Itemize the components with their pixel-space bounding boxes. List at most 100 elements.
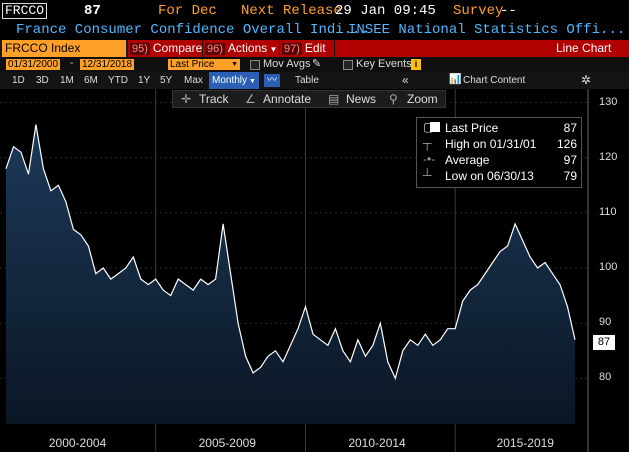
ticker-short[interactable]: FRCCO [2,3,48,19]
data-point [72,228,75,231]
data-point [566,305,569,308]
x-group-label: 2000-2004 [48,436,107,450]
pencil-icon[interactable]: ✎ [312,58,322,70]
field-select[interactable]: Last Price ▼ [168,59,240,70]
data-point [319,338,322,341]
high-marker-icon: ┬ [423,136,432,150]
data-point [574,338,577,341]
data-point [42,167,45,170]
start-date-input[interactable]: 01/31/2000 [6,59,61,70]
data-point [199,278,202,281]
news-icon[interactable]: ▤ [328,92,340,106]
period-button-6m[interactable]: 6M [84,75,98,86]
data-point [27,173,30,176]
data-point [536,267,539,270]
data-point [132,256,135,259]
info-icon[interactable]: i [411,59,421,70]
actions-button[interactable]: 96) Actions ▼ [203,40,279,57]
settings-icon[interactable]: ✲ [581,73,592,87]
last-value-tag: 87 [593,335,615,350]
compare-button[interactable]: 95) Compare [128,40,202,57]
track-button[interactable]: Track [199,92,229,106]
period-button-1d[interactable]: 1D [12,75,25,86]
period-button-ytd[interactable]: YTD [108,75,128,86]
collapse-icon[interactable]: « [402,73,409,87]
data-point [416,344,419,347]
legend-last-label: Last Price [445,121,499,135]
data-point [222,222,225,225]
legend-avg-label: Average [445,153,490,167]
compare-label: Compare [152,41,203,55]
data-source: INSEE National Statistics Offi... [348,22,626,38]
zoom-button[interactable]: Zoom [407,92,438,106]
data-point [102,267,105,270]
security-field[interactable]: FRCCO Index [2,40,126,57]
data-point [274,349,277,352]
chart-content-icon: 📊 [449,74,462,85]
period-button-5y[interactable]: 5Y [160,75,173,86]
legend-last-value: 87 [563,121,577,135]
frequency-select[interactable]: Monthly ▼ [209,72,259,89]
survey-label: Survey [453,3,504,19]
data-point [521,239,524,242]
last-value: 87 [84,3,101,19]
crosshair-icon[interactable]: ✛ [181,92,192,106]
data-point [454,327,457,330]
y-tick-label: 80 [599,371,612,384]
data-point [394,377,397,380]
zoom-icon[interactable]: ⚲ [389,92,398,106]
legend-low-value: 79 [563,169,577,183]
table-button[interactable]: Table [295,75,319,86]
data-point [431,344,434,347]
data-point [386,360,389,363]
annotate-icon[interactable]: ∠ [245,92,256,106]
data-point [476,283,479,286]
actions-label: Actions [227,41,268,55]
data-point [117,272,120,275]
description-row: France Consumer Confidence Overall Indi.… [0,22,629,39]
mov-avgs-checkbox[interactable] [250,60,260,70]
period-buttons: 1D 3D 1M 6M YTD 1Y 5Y Max [0,72,203,89]
data-point [282,360,285,363]
data-point [5,167,8,170]
period-button-3d[interactable]: 3D [36,75,49,86]
data-point [506,244,509,247]
edit-button[interactable]: 97) Edit [280,40,334,57]
data-point [296,327,299,330]
data-point [544,261,547,264]
period-button-1y[interactable]: 1Y [138,75,151,86]
data-point [214,278,217,281]
end-date-input[interactable]: 12/31/2018 [80,59,135,70]
caret-down-icon: ▼ [231,61,238,68]
data-point [12,145,15,148]
data-point [349,360,352,363]
chart-content-button[interactable]: Chart Content [463,75,526,86]
data-point [469,289,472,292]
data-point [529,256,532,259]
news-button[interactable]: News [346,92,377,106]
y-tick-label: 130 [599,95,618,108]
data-point [64,200,67,203]
x-group-label: 2015-2019 [496,436,554,450]
data-point [491,261,494,264]
data-point [57,184,60,187]
last-price-swatch [430,122,440,132]
legend-high-value: 126 [556,137,577,151]
field-select-label: Last Price [170,59,215,70]
key-events-checkbox[interactable] [343,60,353,70]
edit-num: 97) [282,43,302,55]
data-point [364,355,367,358]
data-point [401,349,404,352]
period-button-max[interactable]: Max [184,75,203,86]
data-point [267,355,270,358]
data-point [229,272,232,275]
period-button-1m[interactable]: 1M [60,75,74,86]
data-point [207,283,210,286]
line-chart-icon[interactable]: 〰 [264,74,280,87]
legend-avg-value: 97 [563,153,577,167]
annotate-button[interactable]: Annotate [263,92,312,106]
mov-avgs-label: Mov Avgs [263,58,311,70]
chart-type-label[interactable]: Line Chart [556,41,612,55]
actions-num: 96) [205,43,225,55]
toolbar-fill [335,40,629,57]
